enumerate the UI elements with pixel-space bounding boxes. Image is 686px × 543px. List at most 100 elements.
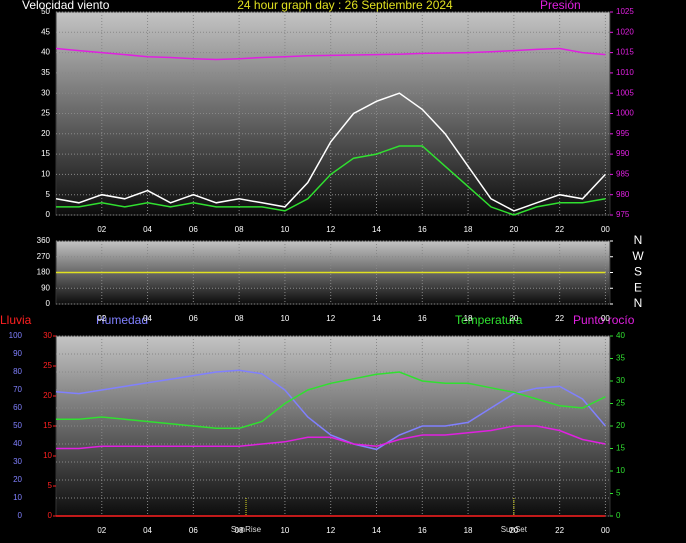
- x-tick-label: 00: [601, 225, 610, 234]
- x-tick-label: 04: [143, 314, 152, 323]
- y-tick-label: 30: [43, 331, 52, 340]
- y-tick-label: 30: [13, 457, 22, 466]
- y-tick-label: N: [634, 233, 643, 247]
- y-tick-label: 70: [13, 385, 22, 394]
- y-tick-label: 985: [616, 170, 630, 179]
- y-tick-label: 40: [616, 331, 625, 340]
- y-tick-label: 1025: [616, 7, 634, 16]
- y-tick-label: 15: [616, 444, 625, 453]
- y-tick-label: 1000: [616, 109, 634, 118]
- x-tick-label: 18: [464, 526, 473, 535]
- y-tick-label: 180: [37, 268, 51, 277]
- series-line: [55, 92, 606, 212]
- x-tick-label: 02: [97, 225, 106, 234]
- x-tick-label: 10: [280, 225, 289, 234]
- y-tick-label: 5: [46, 190, 51, 199]
- sun-label: SunSet: [501, 525, 528, 534]
- y-tick-label: 15: [41, 149, 50, 158]
- x-tick-label: 16: [418, 526, 427, 535]
- x-tick-label: 08: [235, 225, 244, 234]
- y-tick-label: 20: [13, 475, 22, 484]
- temperature-label: Temperatura: [455, 313, 523, 327]
- x-tick-label: 16: [418, 314, 427, 323]
- rain-label: Lluvia: [0, 313, 32, 327]
- x-tick-label: 18: [464, 225, 473, 234]
- y-tick-label: 35: [41, 68, 50, 77]
- y-tick-label: 990: [616, 149, 630, 158]
- y-tick-label: 0: [616, 511, 621, 520]
- y-tick-label: 0: [48, 511, 53, 520]
- y-tick-label: 50: [41, 7, 50, 16]
- y-tick-label: 360: [37, 236, 51, 245]
- y-tick-label: 1005: [616, 88, 634, 97]
- y-tick-label: 20: [43, 391, 52, 400]
- y-tick-label: 25: [43, 361, 52, 370]
- x-tick-label: 22: [555, 314, 564, 323]
- y-tick-label: 10: [43, 451, 52, 460]
- x-tick-label: 02: [97, 526, 106, 535]
- y-tick-label: 15: [43, 421, 52, 430]
- y-tick-label: N: [634, 296, 643, 310]
- x-tick-label: 10: [280, 526, 289, 535]
- y-tick-label: 60: [13, 403, 22, 412]
- sun-label: SunRise: [231, 525, 262, 534]
- x-tick-label: 12: [326, 314, 335, 323]
- x-tick-label: 00: [601, 314, 610, 323]
- x-tick-label: 08: [235, 314, 244, 323]
- x-tick-label: 12: [326, 225, 335, 234]
- y-tick-label: 35: [616, 354, 625, 363]
- y-tick-label: E: [634, 280, 642, 294]
- y-tick-label: W: [632, 249, 644, 263]
- y-tick-label: 30: [616, 376, 625, 385]
- y-tick-label: 5: [48, 481, 53, 490]
- x-tick-label: 10: [280, 314, 289, 323]
- y-tick-label: 30: [41, 88, 50, 97]
- series-line: [56, 145, 606, 216]
- chart-title: 24 hour graph day : 26 Septiembre 2024: [237, 0, 453, 12]
- y-tick-label: 20: [41, 129, 50, 138]
- y-tick-label: 25: [616, 399, 625, 408]
- x-tick-label: 06: [189, 526, 198, 535]
- x-tick-label: 14: [372, 314, 381, 323]
- pressure-label: Presión: [540, 0, 581, 12]
- y-tick-label: 1020: [616, 27, 634, 36]
- humidity-label: Humedad: [96, 313, 148, 327]
- series-line: [56, 425, 606, 450]
- x-tick-label: 08: [235, 526, 244, 535]
- y-tick-label: 10: [13, 493, 22, 502]
- x-tick-label: 06: [189, 314, 198, 323]
- y-tick-label: 10: [616, 466, 625, 475]
- y-tick-label: 100: [9, 331, 23, 340]
- y-tick-label: 40: [41, 48, 50, 57]
- wind-label: Velocidad viento: [22, 0, 110, 12]
- y-tick-label: 40: [13, 439, 22, 448]
- y-tick-label: 10: [41, 170, 50, 179]
- y-tick-label: 995: [616, 129, 630, 138]
- y-tick-label: 1010: [616, 68, 634, 77]
- x-tick-label: 22: [555, 526, 564, 535]
- y-tick-label: 980: [616, 190, 630, 199]
- x-tick-label: 14: [372, 225, 381, 234]
- y-tick-label: 1015: [616, 48, 634, 57]
- y-tick-label: 270: [37, 252, 51, 261]
- x-tick-label: 20: [509, 314, 518, 323]
- x-tick-label: 20: [509, 526, 518, 535]
- x-tick-label: 20: [509, 225, 518, 234]
- dewpoint-label: Punto rocío: [573, 313, 635, 327]
- y-tick-label: 5: [616, 489, 621, 498]
- x-tick-label: 14: [372, 526, 381, 535]
- y-tick-label: 975: [616, 210, 630, 219]
- x-tick-label: 04: [143, 225, 152, 234]
- y-tick-label: 0: [46, 299, 51, 308]
- x-tick-label: 22: [555, 225, 564, 234]
- y-tick-label: 80: [13, 367, 22, 376]
- x-tick-label: 04: [143, 526, 152, 535]
- series-line: [55, 369, 606, 451]
- y-tick-label: 20: [616, 421, 625, 430]
- y-tick-label: 90: [13, 349, 22, 358]
- x-tick-label: 00: [601, 526, 610, 535]
- series-line: [56, 371, 606, 430]
- y-tick-label: 25: [41, 109, 50, 118]
- x-tick-label: 06: [189, 225, 198, 234]
